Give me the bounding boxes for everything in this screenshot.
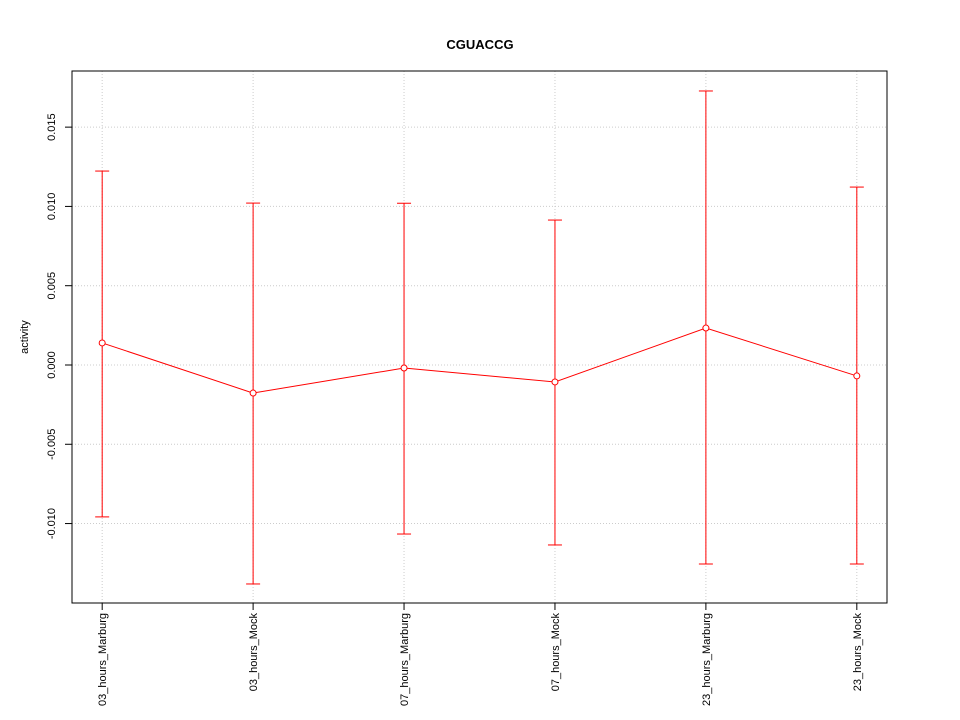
line: [102, 327, 857, 394]
y-axis-label: activity: [19, 320, 31, 354]
x-tick-label: 23_hours_Mock: [852, 613, 864, 692]
y-tick-label: 0.010: [46, 193, 58, 221]
x-tick-label: 03_hours_Mock: [248, 613, 260, 692]
point: [98, 339, 106, 347]
y-tick-label: 0.000: [46, 351, 58, 379]
x-tick-label: 03_hours_Marburg: [97, 613, 109, 706]
point: [551, 378, 559, 386]
point: [249, 389, 257, 397]
x-tick-label: 07_hours_Mock: [550, 613, 562, 692]
y-tick-label: 0.005: [46, 272, 58, 300]
x-tick-label: 23_hours_Marburg: [701, 613, 713, 706]
point: [702, 324, 710, 332]
point: [400, 364, 408, 372]
point: [853, 372, 861, 380]
y-tick-label: 0.015: [46, 113, 58, 141]
y-tick-label: -0.005: [46, 429, 58, 460]
chart-title: CGUACCG: [446, 37, 513, 52]
x-tick-label: 07_hours_Marburg: [399, 613, 411, 706]
plot-frame: [71, 70, 888, 604]
y-tick-label: -0.010: [46, 508, 58, 539]
